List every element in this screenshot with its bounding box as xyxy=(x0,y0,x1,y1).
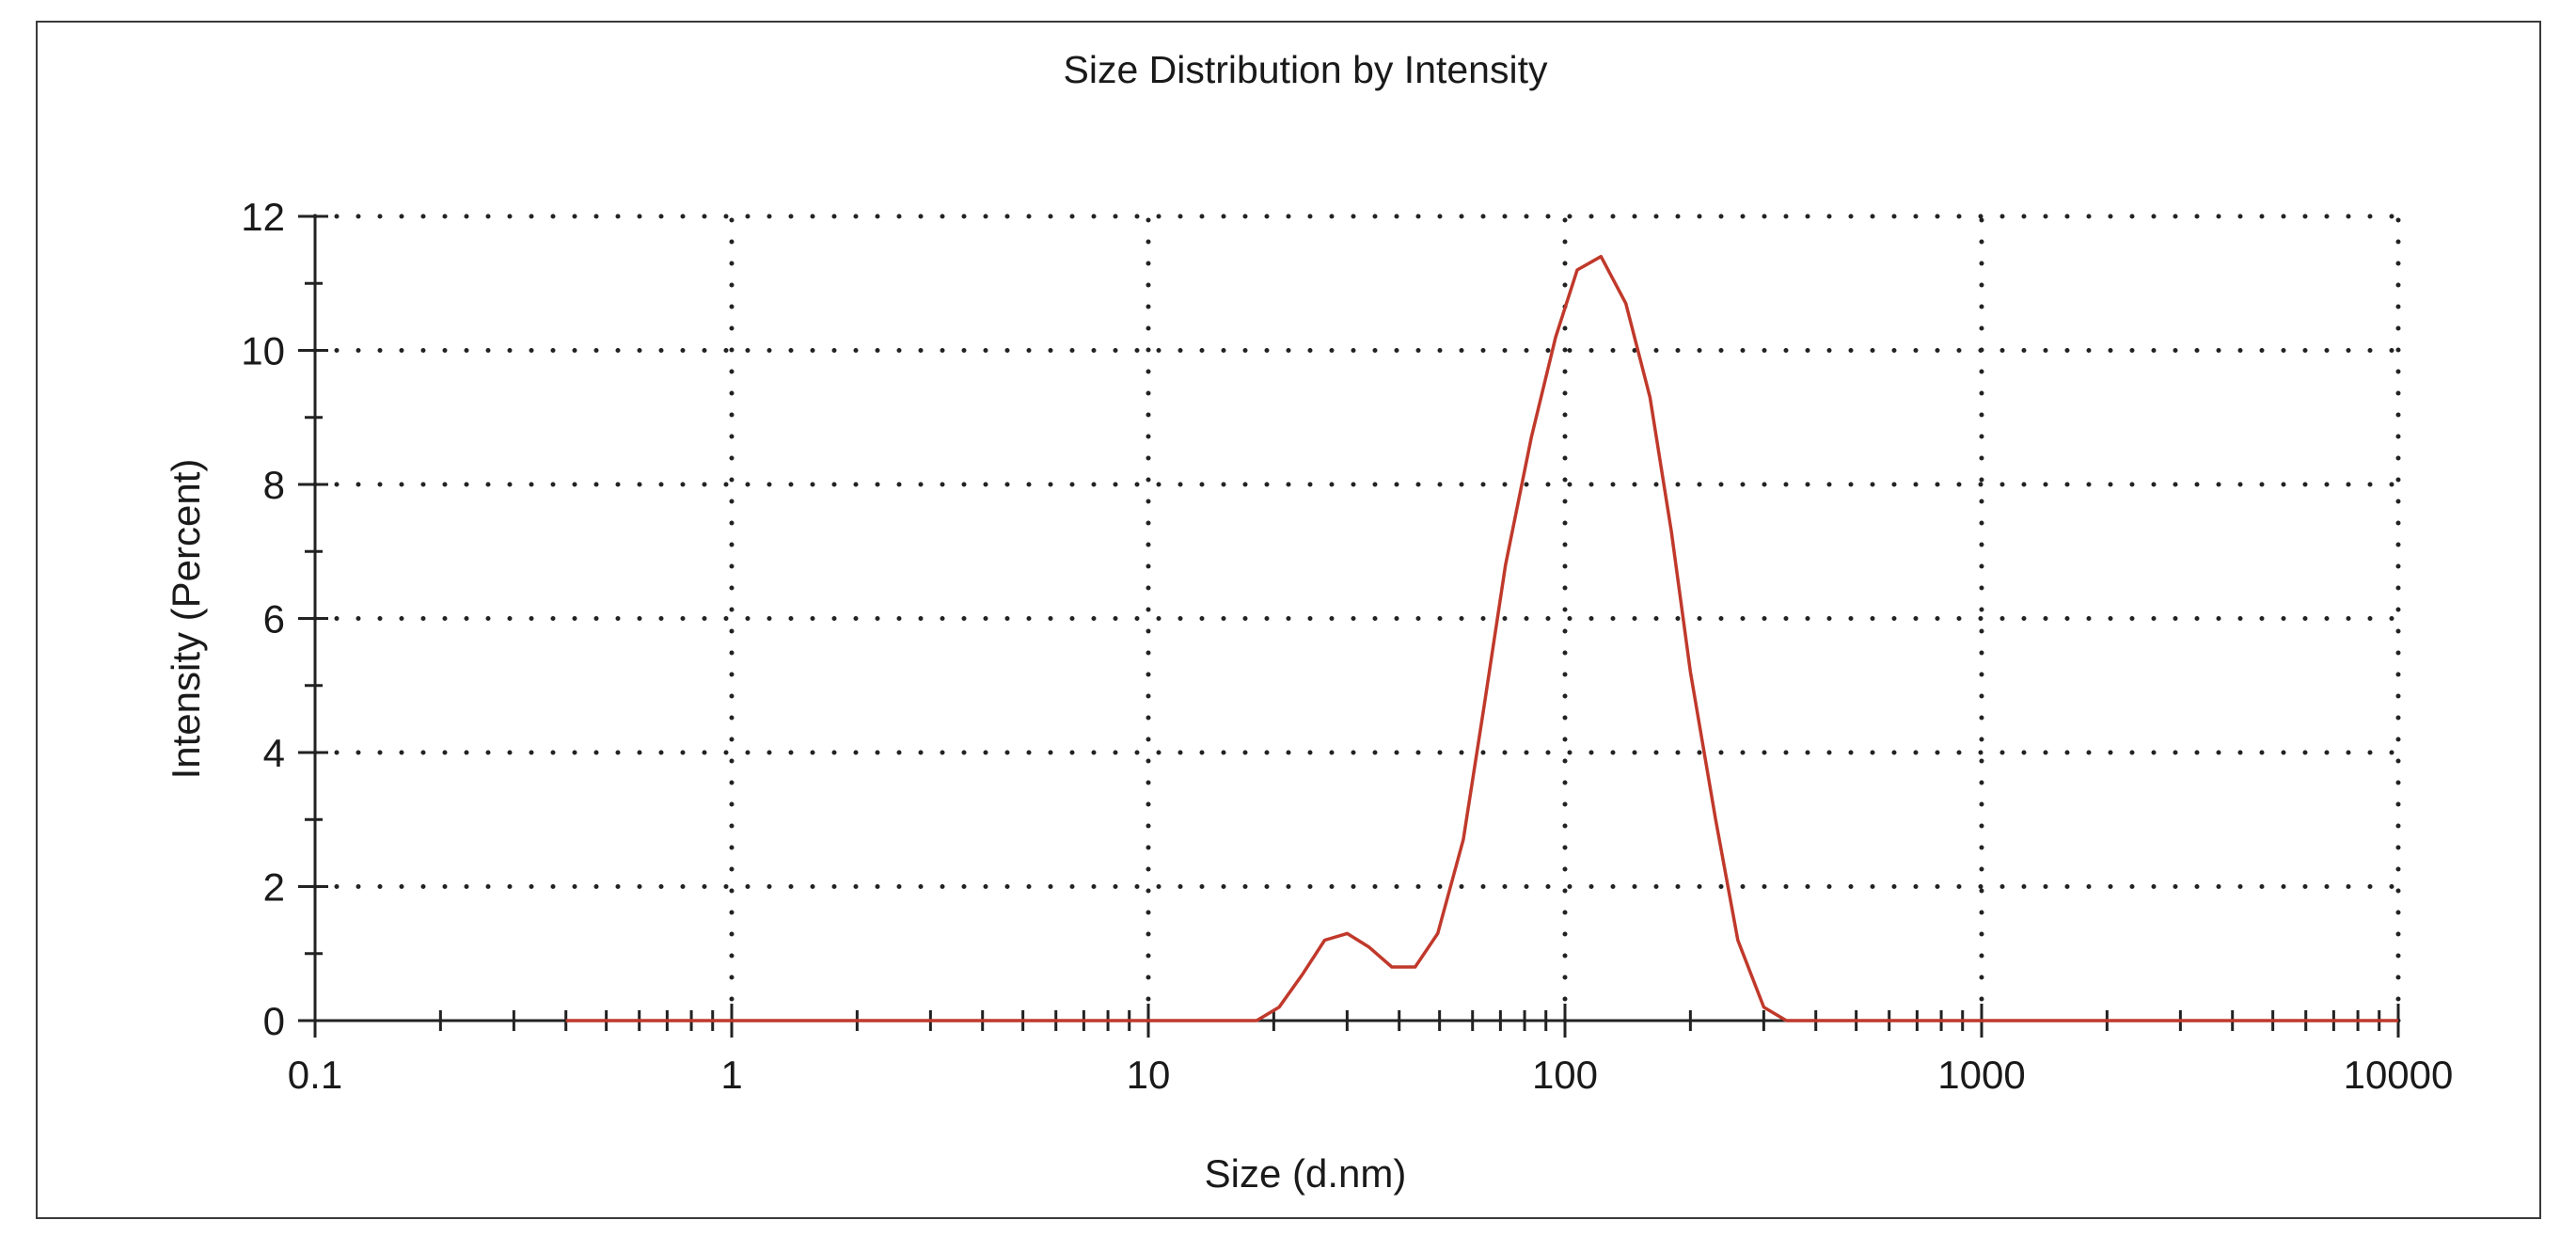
y-tick-label: 0 xyxy=(263,999,285,1043)
series xyxy=(565,254,2398,1022)
y-tick-label: 4 xyxy=(263,731,285,775)
y-axis-title: Intensity (Percent) xyxy=(164,459,208,780)
y-tick-label: 12 xyxy=(241,195,285,239)
y-ticks: 0 2 4 6 8 10 12 xyxy=(241,195,328,1043)
series-line-intensity xyxy=(565,254,2398,1022)
y-tick-label: 10 xyxy=(241,329,285,373)
axes xyxy=(313,216,2398,1022)
y-tick-label: 2 xyxy=(263,865,285,910)
y-tick-label: 8 xyxy=(263,463,285,507)
x-tick-label: 0.1 xyxy=(288,1053,342,1097)
chart-title: Size Distribution by Intensity xyxy=(1063,48,1548,91)
x-tick-label: 100 xyxy=(1532,1053,1598,1097)
x-axis-title: Size (d.nm) xyxy=(1205,1151,1407,1196)
x-tick-label: 1 xyxy=(720,1053,742,1097)
x-ticks: 0.1 1 10 100 1000 10000 xyxy=(288,1004,2454,1097)
x-tick-label: 10000 xyxy=(2344,1053,2454,1097)
grid xyxy=(312,214,2401,1023)
x-tick-label: 1000 xyxy=(1937,1053,2025,1097)
y-tick-label: 6 xyxy=(263,597,285,642)
x-tick-label: 10 xyxy=(1127,1053,1171,1097)
